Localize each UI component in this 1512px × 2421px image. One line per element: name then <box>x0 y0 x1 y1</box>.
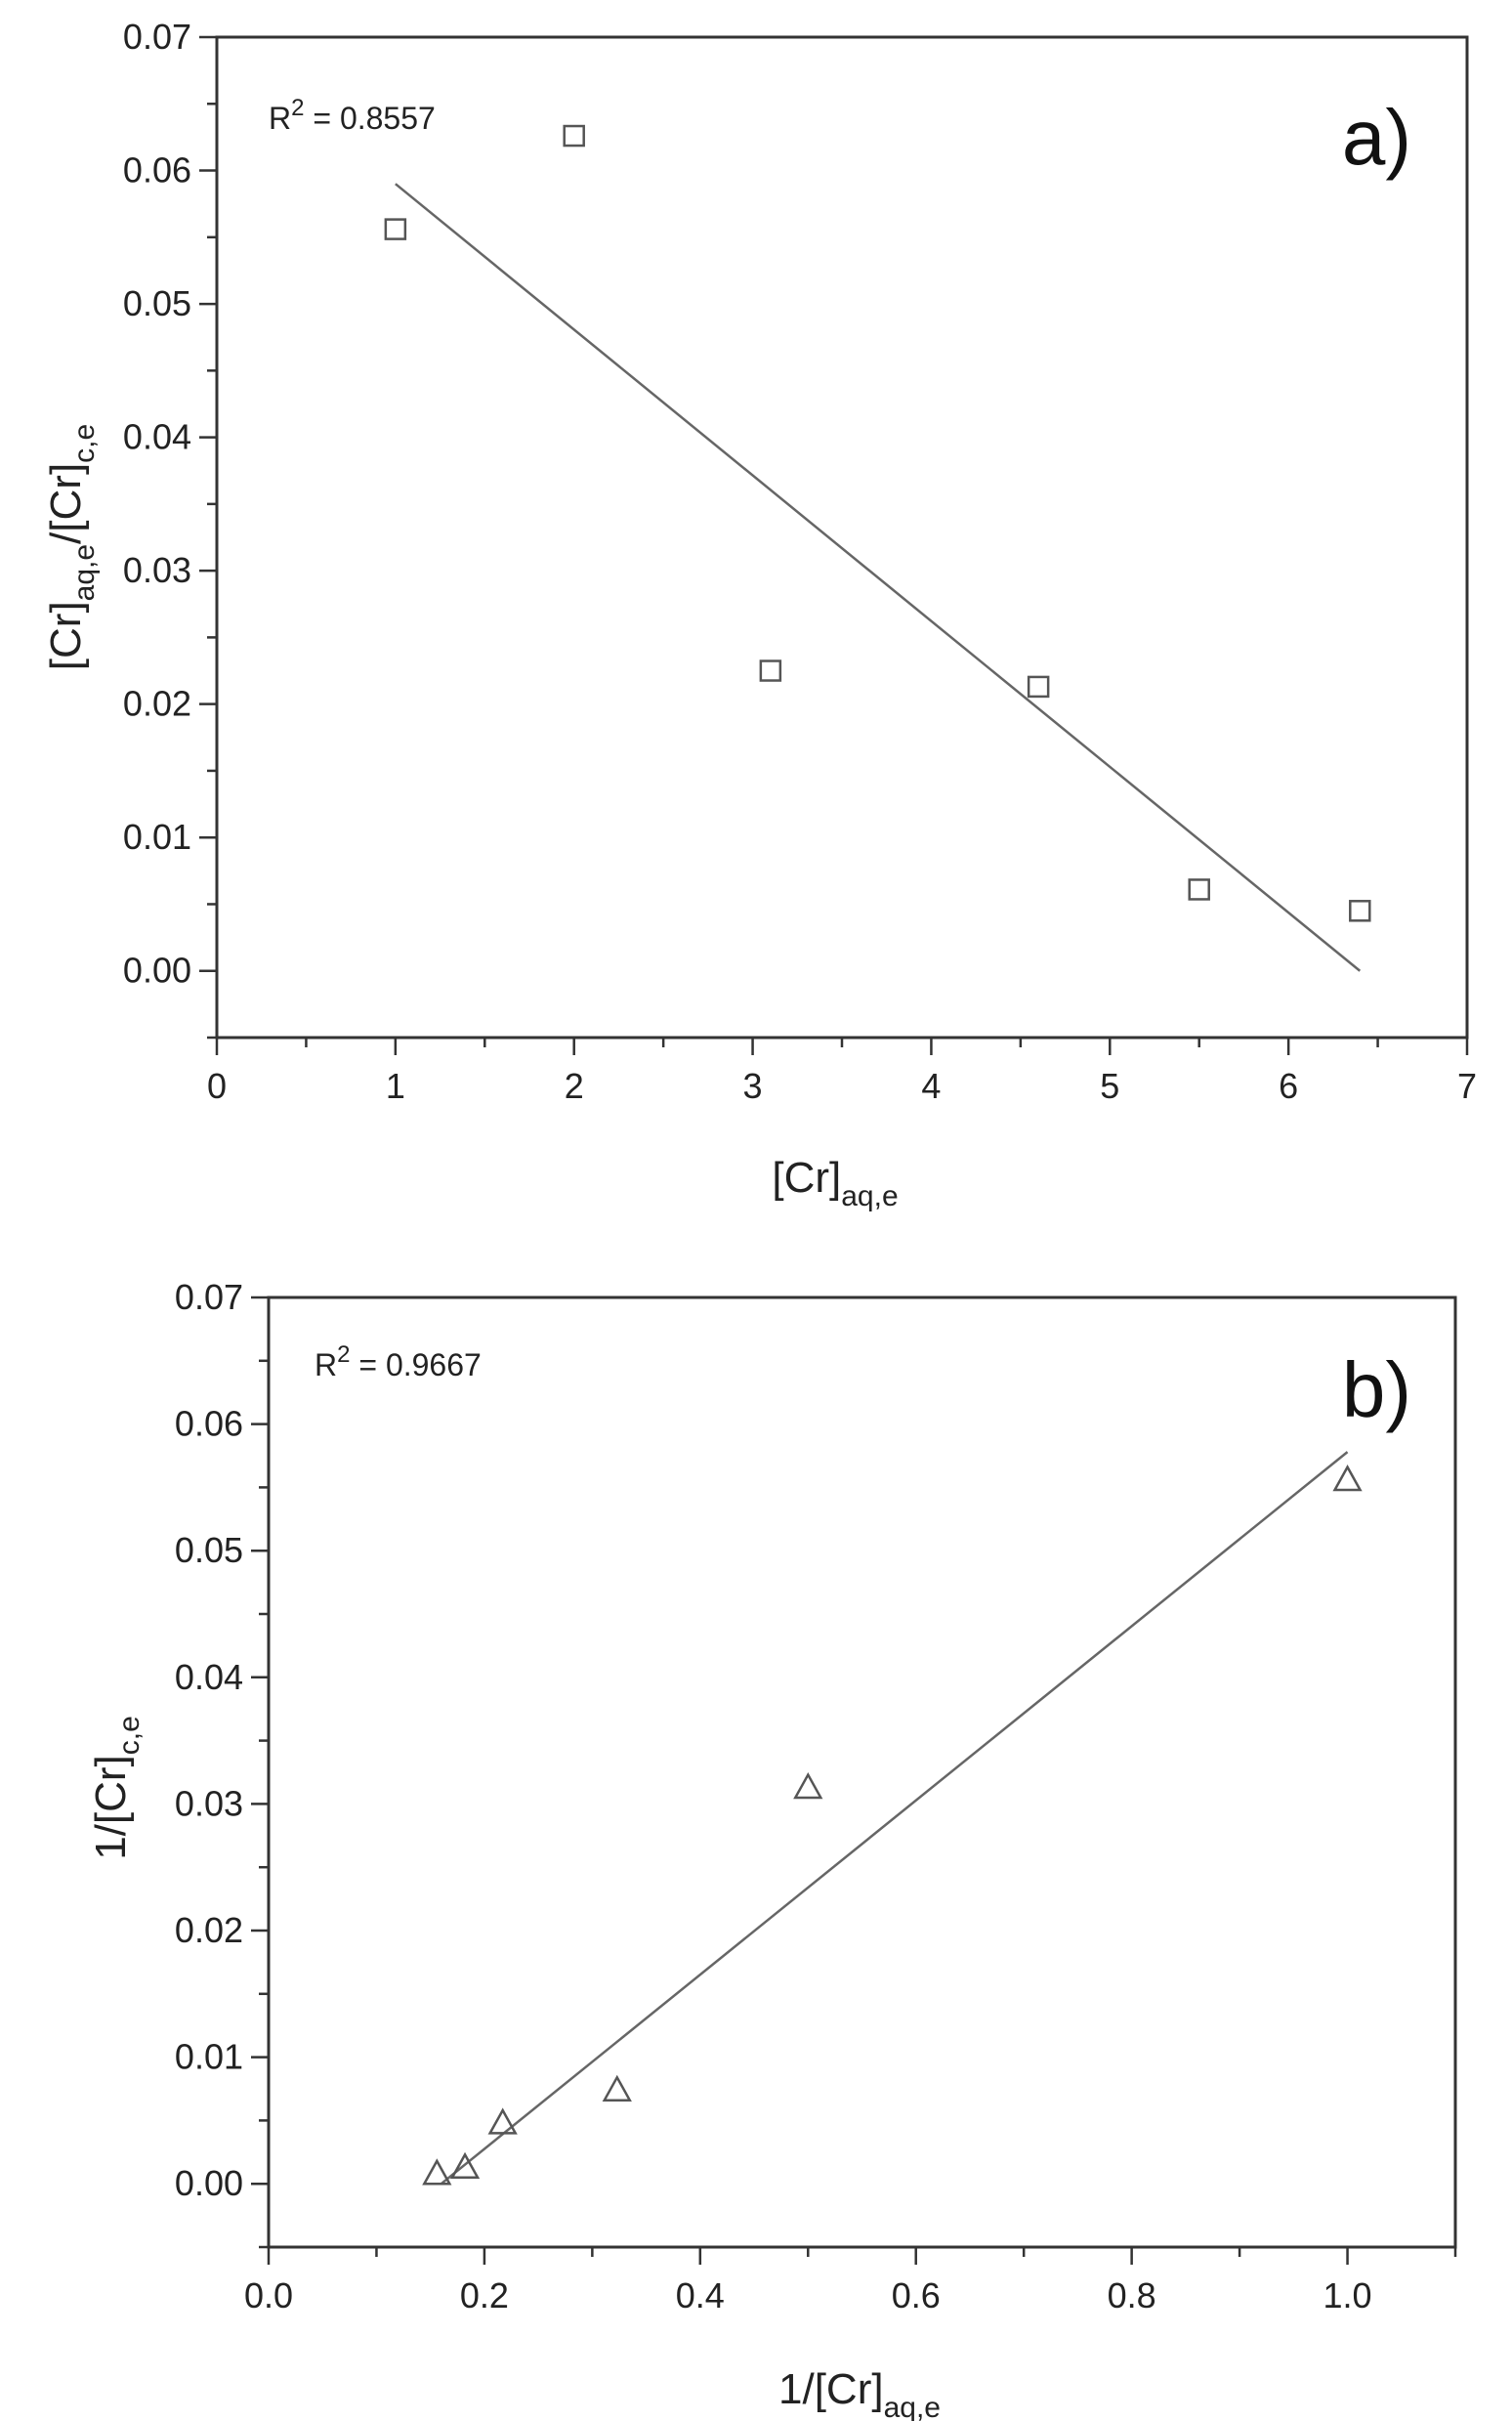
data-point-triangle <box>602 2074 632 2102</box>
data-point-square <box>1349 900 1371 922</box>
x-tick-label: 7 <box>1457 1066 1477 1106</box>
plot-frame <box>215 35 1469 1040</box>
y-tick-label: 0.03 <box>123 550 191 590</box>
x-tick-label: 5 <box>1100 1066 1119 1106</box>
x-tick-label: 1 <box>386 1066 405 1106</box>
x-tick-label: 1.0 <box>1323 2275 1372 2315</box>
data-point-triangle <box>449 2151 481 2180</box>
y-tick-label: 0.01 <box>175 2037 243 2077</box>
x-tick-label: 0.0 <box>244 2275 293 2315</box>
x-tick-label: 0.6 <box>892 2275 941 2315</box>
x-tick-label: 4 <box>921 1066 941 1106</box>
data-point-square <box>563 124 585 148</box>
y-axis-label: 1/[Cr]c,e <box>87 1716 146 1860</box>
data-point-triangle <box>1332 1465 1363 1492</box>
y-tick-label: 0.06 <box>175 1404 243 1444</box>
y-tick-label: 0.07 <box>123 17 191 57</box>
plot-frame <box>267 1295 1457 2249</box>
y-tick-label: 0.05 <box>175 1530 243 1570</box>
data-point-triangle <box>487 2107 518 2135</box>
x-tick-label: 0.4 <box>676 2275 725 2315</box>
x-axis-label: [Cr]aq,e <box>772 1154 898 1212</box>
data-point-square <box>1188 878 1210 901</box>
x-tick-label: 3 <box>743 1066 763 1106</box>
data-point-square <box>1027 675 1050 699</box>
x-tick-label: 2 <box>565 1066 584 1106</box>
y-tick-label: 0.02 <box>123 684 191 724</box>
y-tick-label: 0.07 <box>175 1277 243 1317</box>
data-point-triangle <box>793 1771 823 1800</box>
x-tick-label: 0 <box>207 1066 227 1106</box>
x-tick-label: 0.2 <box>460 2275 509 2315</box>
fit-line <box>395 183 1362 972</box>
y-axis-label: [Cr]aq,e/[Cr]c,e <box>42 424 101 670</box>
y-tick-label: 0.04 <box>123 417 191 457</box>
panel-label: a) <box>1342 94 1411 181</box>
data-point-square <box>384 218 407 240</box>
panel-label: b) <box>1342 1346 1411 1433</box>
fit-line <box>440 1451 1349 2186</box>
y-tick-label: 0.04 <box>175 1657 243 1697</box>
x-tick-label: 0.8 <box>1108 2275 1156 2315</box>
chart-b: 0.0 0.2 0.4 0.6 0.8 1.0 0.00 0.01 0.02 0.03 0.04 0.… <box>87 1277 1457 2421</box>
y-tick-label: 0.03 <box>175 1783 243 1823</box>
r-squared-annotation: R2 = 0.9667 <box>315 1341 482 1382</box>
r-squared-annotation: R2 = 0.8557 <box>269 95 436 136</box>
x-axis-label: 1/[Cr]aq,e <box>778 2365 941 2421</box>
y-tick-label: 0.06 <box>123 150 191 191</box>
y-tick-label: 0.02 <box>175 1910 243 1950</box>
y-tick-label: 0.00 <box>123 951 191 991</box>
y-tick-label: 0.01 <box>123 817 191 857</box>
y-tick-label: 0.00 <box>175 2163 243 2203</box>
chart-a: 0 1 2 3 4 5 6 7 0.00 0.01 0.02 0.03 0.04 0.05 0.06 0.07… <box>42 17 1477 1212</box>
y-tick-label: 0.05 <box>123 283 191 323</box>
x-tick-label: 6 <box>1279 1066 1298 1106</box>
data-point-triangle <box>422 2158 452 2186</box>
data-point-square <box>759 659 782 682</box>
